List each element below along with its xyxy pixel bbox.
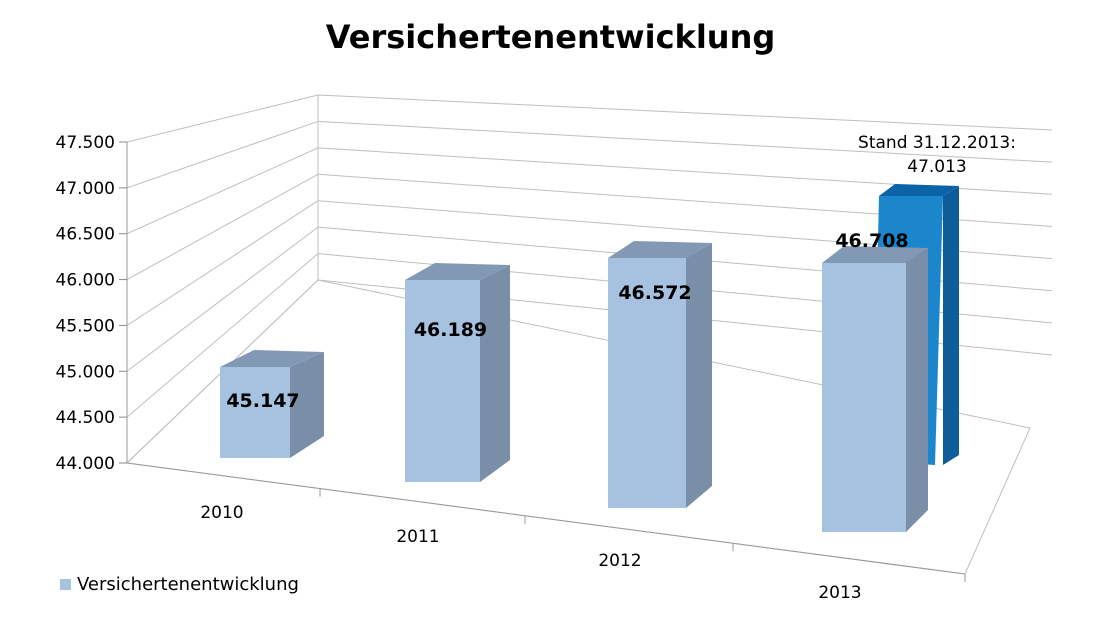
bar-value-label: 46.189 [414, 319, 487, 341]
y-tick-label: 47.000 [56, 179, 115, 199]
y-tick-label: 47.500 [56, 133, 115, 153]
bar [220, 367, 290, 458]
extra-bar-value-label: 47.013 [907, 157, 966, 177]
bar [608, 258, 686, 508]
legend: Versichertenentwicklung [60, 574, 299, 595]
x-tick-label: 2011 [396, 527, 439, 547]
y-tick-label: 45.500 [56, 316, 115, 336]
bar-top [822, 246, 928, 263]
bar-top [405, 263, 510, 280]
bar-side [480, 265, 510, 482]
extra-bar-top [879, 184, 959, 196]
bar-value-label: 45.147 [226, 390, 299, 412]
y-tick-label: 44.000 [56, 454, 115, 474]
gridline-left [126, 226, 319, 372]
bar-value-label: 46.572 [618, 282, 691, 304]
x-axis-line [126, 462, 966, 575]
bar-side [290, 352, 324, 458]
bar [822, 263, 906, 532]
bar-side [686, 243, 712, 508]
gridline-left [126, 94, 319, 143]
y-tick-label: 45.000 [56, 362, 115, 382]
y-tick-label: 44.500 [56, 408, 115, 428]
chart-title: Versichertenentwicklung [325, 18, 776, 56]
bar [405, 280, 480, 482]
bar-top [220, 350, 324, 367]
gridline-back [317, 120, 1053, 163]
x-tick-label: 2012 [598, 551, 641, 571]
x-tick-label: 2010 [200, 503, 243, 523]
legend-swatch [60, 579, 71, 590]
gridline-left [126, 253, 319, 418]
extra-bar-annotation: Stand 31.12.2013: [858, 133, 1016, 153]
y-tick-label: 46.500 [56, 225, 115, 245]
gridline-back [317, 94, 1053, 131]
bar-side [906, 248, 928, 532]
y-tick-label: 46.000 [56, 271, 115, 291]
gridline-left [126, 173, 319, 281]
x-tick-label: 2013 [818, 583, 861, 603]
legend-label: Versichertenentwicklung [77, 574, 299, 595]
gridline-left [126, 200, 319, 326]
bar-top [608, 241, 712, 258]
bar-value-label: 46.708 [835, 230, 908, 252]
gridline-left [126, 147, 319, 235]
extra-bar-side [943, 186, 959, 465]
gridline-left [126, 120, 319, 189]
